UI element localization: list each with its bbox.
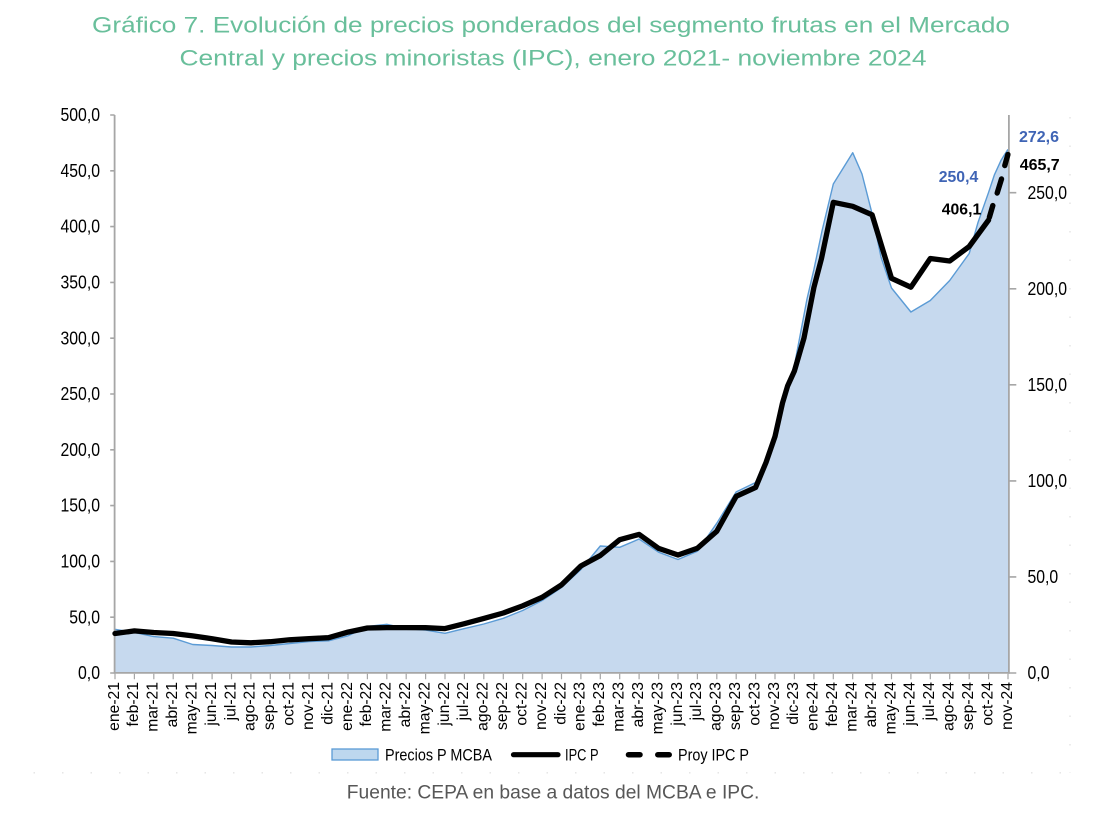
svg-text:abr-21: abr-21	[164, 682, 181, 727]
svg-text:jul-24: jul-24	[921, 682, 938, 722]
svg-text:200,0: 200,0	[61, 440, 101, 460]
svg-text:406,1: 406,1	[942, 202, 982, 219]
svg-text:jul-23: jul-23	[688, 682, 705, 722]
svg-text:nov-22: nov-22	[533, 682, 550, 730]
svg-text:150,0: 150,0	[61, 496, 101, 516]
svg-text:465,7: 465,7	[1020, 157, 1060, 174]
svg-text:250,4: 250,4	[939, 169, 979, 186]
svg-text:ago-21: ago-21	[242, 682, 259, 731]
svg-text:450,0: 450,0	[61, 161, 101, 181]
svg-text:ene-23: ene-23	[572, 682, 589, 731]
svg-text:ago-24: ago-24	[941, 682, 958, 731]
svg-text:50,0: 50,0	[1028, 567, 1059, 587]
svg-text:350,0: 350,0	[61, 273, 101, 293]
svg-text:may-22: may-22	[416, 682, 433, 734]
svg-text:Central y precios minoristas (: Central y precios minoristas (IPC), ener…	[180, 45, 927, 70]
svg-text:may-24: may-24	[882, 682, 899, 735]
svg-text:nov-23: nov-23	[766, 682, 783, 730]
svg-text:400,0: 400,0	[61, 217, 101, 237]
svg-text:jun-22: jun-22	[436, 682, 453, 727]
svg-text:Fuente: CEPA en base a datos d: Fuente: CEPA en base a datos del MCBA e …	[347, 782, 760, 804]
svg-text:ene-21: ene-21	[106, 682, 123, 731]
svg-text:Precios P MCBA: Precios P MCBA	[385, 746, 493, 765]
svg-text:100,0: 100,0	[61, 552, 101, 572]
svg-text:Gráfico 7. Evolución de precio: Gráfico 7. Evolución de precios ponderad…	[92, 12, 1010, 37]
svg-text:mar-21: mar-21	[145, 682, 162, 732]
svg-text:oct-24: oct-24	[979, 682, 996, 726]
svg-text:200,0: 200,0	[1028, 279, 1068, 299]
svg-text:50,0: 50,0	[69, 607, 100, 627]
svg-text:dic-21: dic-21	[319, 682, 336, 725]
svg-text:IPC P: IPC P	[565, 746, 599, 765]
svg-text:300,0: 300,0	[61, 328, 101, 348]
svg-text:ago-22: ago-22	[475, 682, 492, 731]
svg-text:500,0: 500,0	[61, 105, 101, 125]
svg-text:feb-21: feb-21	[125, 682, 142, 726]
svg-text:feb-23: feb-23	[591, 682, 608, 727]
svg-text:sep-24: sep-24	[960, 682, 977, 730]
svg-text:ago-23: ago-23	[708, 682, 725, 731]
svg-text:may-21: may-21	[184, 682, 201, 734]
svg-text:nov-21: nov-21	[300, 682, 317, 730]
svg-text:jul-21: jul-21	[222, 682, 239, 721]
svg-text:dic-22: dic-22	[552, 682, 569, 725]
svg-text:mar-23: mar-23	[611, 682, 628, 732]
svg-text:mar-22: mar-22	[378, 682, 395, 732]
svg-text:jun-23: jun-23	[669, 682, 686, 727]
svg-text:abr-24: abr-24	[863, 682, 880, 728]
svg-text:sep-21: sep-21	[261, 682, 278, 730]
svg-text:abr-22: abr-22	[397, 682, 414, 727]
svg-text:0,0: 0,0	[78, 663, 100, 683]
svg-text:jun-24: jun-24	[902, 682, 919, 727]
svg-text:100,0: 100,0	[1028, 471, 1068, 491]
svg-text:feb-24: feb-24	[824, 682, 841, 727]
svg-text:oct-22: oct-22	[514, 682, 531, 726]
svg-text:oct-21: oct-21	[281, 682, 298, 726]
svg-text:sep-23: sep-23	[727, 682, 744, 730]
svg-text:250,0: 250,0	[61, 384, 101, 404]
svg-text:272,6: 272,6	[1019, 129, 1059, 146]
svg-text:dic-23: dic-23	[785, 682, 802, 725]
svg-text:0,0: 0,0	[1028, 663, 1050, 683]
svg-text:250,0: 250,0	[1028, 183, 1068, 203]
svg-text:ene-24: ene-24	[805, 682, 822, 731]
svg-text:sep-22: sep-22	[494, 682, 511, 730]
svg-text:ene-22: ene-22	[339, 682, 356, 731]
svg-text:nov-24: nov-24	[999, 682, 1016, 730]
svg-text:jul-22: jul-22	[455, 682, 472, 721]
svg-text:oct-23: oct-23	[746, 682, 763, 726]
svg-text:jun-21: jun-21	[203, 682, 220, 727]
svg-text:abr-23: abr-23	[630, 682, 647, 728]
svg-text:feb-22: feb-22	[358, 682, 375, 726]
svg-text:mar-24: mar-24	[844, 682, 861, 732]
svg-text:Proy IPC P: Proy IPC P	[678, 746, 749, 765]
svg-text:150,0: 150,0	[1028, 375, 1068, 395]
svg-text:may-23: may-23	[649, 682, 666, 735]
